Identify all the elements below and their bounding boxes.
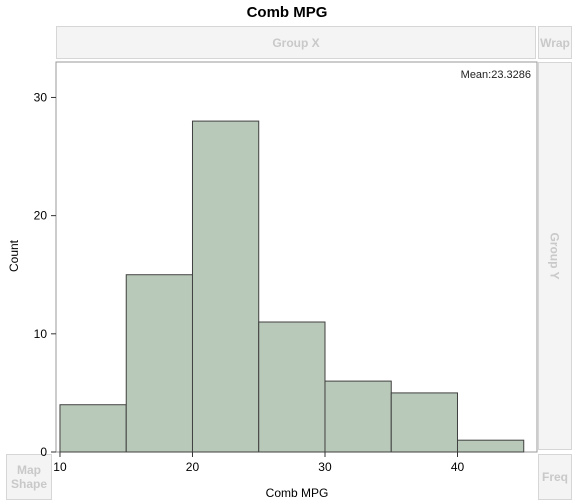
y-tick-label-1: 10 bbox=[34, 327, 48, 341]
histogram-bar-6 bbox=[456, 439, 525, 453]
mean-annotation: Mean:23.3286 bbox=[461, 69, 531, 81]
map-shape-label-line1: Map bbox=[16, 463, 41, 477]
y-axis: 0 10 20 30 bbox=[34, 90, 56, 459]
map-shape-label-line2: Shape bbox=[10, 477, 47, 491]
wrap-drop-zone[interactable]: Wrap bbox=[538, 26, 572, 59]
x-tick-label-1: 20 bbox=[186, 460, 200, 474]
freq-drop-zone[interactable]: Freq bbox=[538, 454, 572, 500]
map-shape-label: Map Shape bbox=[11, 463, 47, 491]
x-tick-label-2: 30 bbox=[318, 460, 332, 474]
y-tick-label-0: 0 bbox=[40, 445, 47, 459]
map-shape-drop-zone[interactable]: Map Shape bbox=[6, 454, 52, 500]
group-y-drop-zone[interactable]: Group Y bbox=[538, 62, 572, 450]
x-tick-label-3: 40 bbox=[451, 460, 465, 474]
y-tick-label-3: 30 bbox=[34, 90, 48, 104]
x-axis: 10 20 30 40 bbox=[53, 452, 464, 474]
histogram-bars bbox=[59, 120, 525, 453]
histogram-bar-4 bbox=[324, 380, 392, 453]
histogram-bar-3 bbox=[258, 321, 326, 453]
x-tick-label-0: 10 bbox=[53, 460, 67, 474]
histogram-bar-1 bbox=[125, 274, 193, 453]
group-x-drop-zone[interactable]: Group X bbox=[56, 26, 536, 59]
histogram-bar-2 bbox=[191, 120, 260, 453]
y-tick-label-2: 20 bbox=[34, 209, 48, 223]
freq-label: Freq bbox=[541, 470, 568, 484]
chart-title: Comb MPG bbox=[246, 4, 328, 21]
wrap-label: Wrap bbox=[540, 35, 570, 50]
x-axis-label: Comb MPG bbox=[266, 486, 329, 500]
histogram-bar-5 bbox=[390, 392, 458, 453]
group-x-label: Group X bbox=[272, 35, 320, 50]
y-axis-label: Count bbox=[7, 239, 21, 272]
histogram-bar-0 bbox=[59, 404, 127, 453]
